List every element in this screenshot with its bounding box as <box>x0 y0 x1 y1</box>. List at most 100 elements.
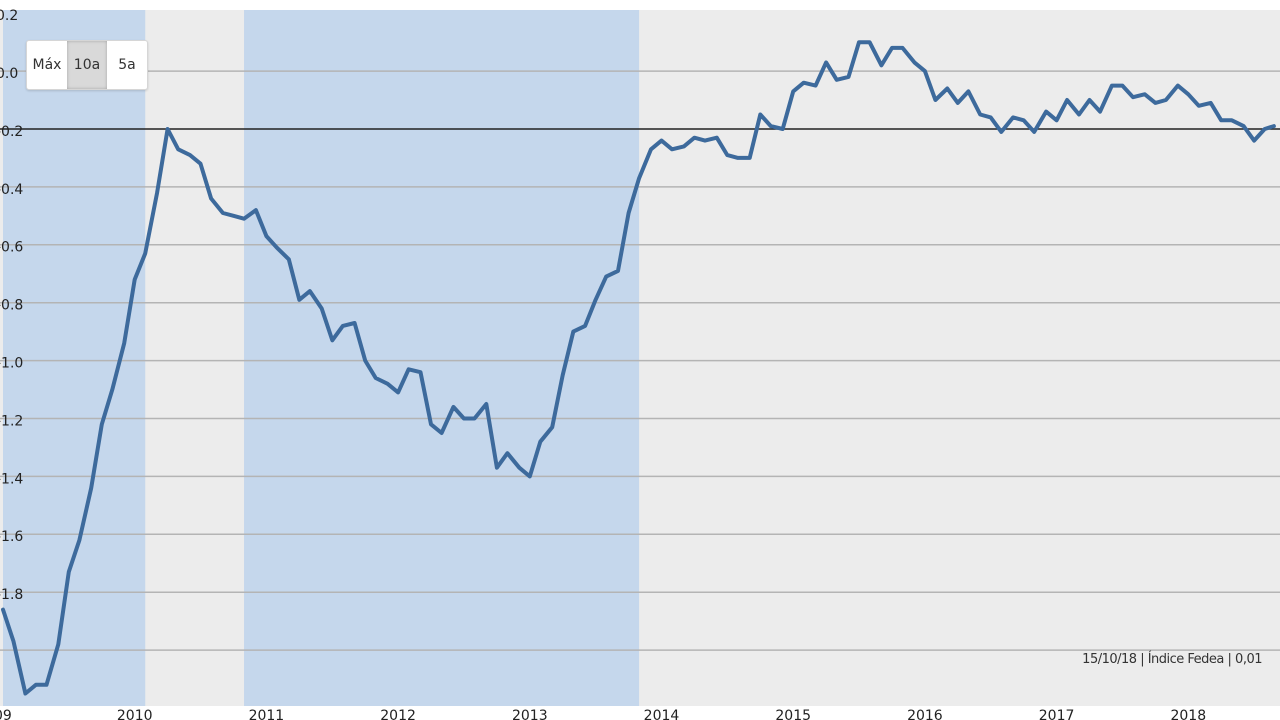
data-point <box>1230 118 1234 122</box>
data-point <box>265 234 268 238</box>
shaded-period-1 <box>244 10 640 706</box>
data-point <box>616 269 620 273</box>
y-axis-ticks: 0.2 0.0 -0.2 -0.4 -0.6 -0.8 -1.0 -1.2 -1.4 -1.6 -1… <box>0 8 23 603</box>
y-tick-label: -1.8 <box>0 587 23 603</box>
data-point <box>199 162 202 166</box>
range-button-5y[interactable]: 5a <box>118 57 136 73</box>
data-point <box>176 147 180 151</box>
data-point <box>429 422 433 426</box>
series-layer <box>1 40 1276 696</box>
data-point <box>901 46 904 50</box>
data-point <box>583 324 587 328</box>
x-tick-label: 2012 <box>380 708 416 720</box>
data-point <box>890 46 894 50</box>
data-point <box>1022 118 1026 122</box>
data-point <box>966 89 970 93</box>
x-axis-ticks: 09 2010 2011 2012 2013 2014 2015 2016 2017 2018 <box>0 708 1206 720</box>
data-point <box>781 127 785 131</box>
data-point <box>1263 127 1267 131</box>
data-point <box>495 466 499 470</box>
y-tick-label: -1.6 <box>0 529 23 545</box>
data-point <box>824 61 828 64</box>
data-point <box>637 176 641 180</box>
data-point <box>56 642 60 646</box>
data-point <box>396 391 400 394</box>
data-point <box>517 466 521 470</box>
data-point <box>1153 101 1157 105</box>
data-point <box>1219 118 1223 122</box>
x-tick-label: 2018 <box>1170 708 1206 720</box>
data-point <box>330 338 334 342</box>
data-point <box>758 113 762 116</box>
data-point <box>462 417 466 420</box>
data-point <box>484 402 488 406</box>
data-point <box>100 422 104 426</box>
data-point <box>923 69 927 73</box>
data-point <box>528 475 532 478</box>
data-point <box>353 321 357 325</box>
plot-bg-rect <box>0 10 1280 706</box>
x-tick-label: 2010 <box>117 708 153 720</box>
data-point <box>736 156 740 160</box>
data-point <box>242 217 246 221</box>
data-point <box>254 208 258 212</box>
data-point <box>188 153 192 157</box>
x-tick-label: 2011 <box>249 708 285 720</box>
data-point <box>67 570 71 574</box>
x-tick-label: 09 <box>0 708 12 720</box>
data-point <box>287 257 291 261</box>
y-tick-label: -0.4 <box>0 182 23 198</box>
y-tick-label: -1.4 <box>0 471 23 487</box>
y-tick-label: -0.6 <box>0 240 23 256</box>
data-point <box>978 113 982 116</box>
data-point <box>571 330 575 334</box>
data-point <box>934 98 937 102</box>
data-point <box>814 84 817 87</box>
data-point <box>110 388 114 391</box>
plot-background <box>0 10 1280 706</box>
data-point <box>419 370 422 374</box>
data-point <box>1186 92 1190 96</box>
y-tick-label: 0.2 <box>0 8 18 24</box>
x-tick-label: 2013 <box>512 708 548 720</box>
y-tick-label: 0.0 <box>0 66 18 82</box>
data-point <box>682 144 686 148</box>
data-point <box>155 191 159 195</box>
data-point <box>1077 113 1081 116</box>
data-point <box>1197 104 1201 108</box>
shaded-periods <box>3 10 640 706</box>
x-tick-label: 2016 <box>907 708 943 720</box>
data-point <box>594 298 598 302</box>
data-point <box>1176 84 1180 87</box>
data-point <box>989 116 993 119</box>
range-button-max[interactable]: Máx <box>32 57 62 73</box>
data-info-label: 15/10/18 | Índice Fedea | 0,01 <box>1082 652 1262 667</box>
data-point <box>320 307 324 310</box>
data-point <box>143 252 147 255</box>
data-point <box>1242 124 1246 128</box>
data-point <box>1143 92 1147 96</box>
data-point <box>407 367 411 371</box>
data-point <box>791 89 795 93</box>
data-point <box>1032 130 1036 134</box>
data-point <box>748 156 752 160</box>
data-point <box>1121 84 1124 87</box>
data-point <box>1131 95 1135 99</box>
x-tick-label: 2014 <box>644 708 680 720</box>
data-point <box>1272 124 1276 128</box>
x-tick-label: 2015 <box>775 708 811 720</box>
data-point <box>363 359 367 362</box>
data-point <box>308 289 312 293</box>
data-point <box>221 211 225 215</box>
data-point <box>703 139 707 142</box>
data-point <box>835 78 839 82</box>
range-button-10y[interactable]: 10a <box>67 41 107 89</box>
data-point <box>945 87 949 90</box>
data-point <box>857 40 861 44</box>
data-point <box>693 136 696 140</box>
data-point <box>847 75 850 79</box>
data-point <box>34 683 38 687</box>
data-point <box>374 376 378 380</box>
